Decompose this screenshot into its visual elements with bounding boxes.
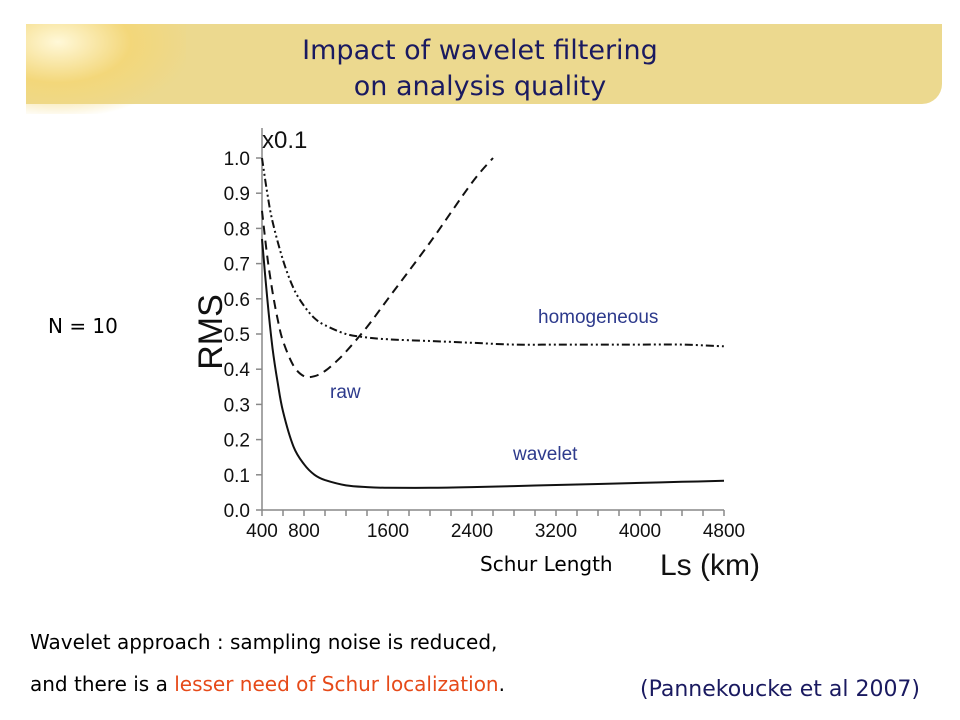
- x-tick-label: 3200: [535, 521, 577, 542]
- footer-line2-start: and there is a: [30, 672, 175, 696]
- x-tick-label: 400: [246, 521, 278, 542]
- y-tick-label: 0.4: [224, 360, 251, 381]
- y-tick-label: 0.6: [224, 290, 250, 311]
- y-tick-label: 0.8: [224, 219, 250, 240]
- series-line-homogeneous: [261, 157, 725, 348]
- slide-title-line1: Impact of wavelet filtering: [302, 35, 658, 66]
- x-tick-label: 800: [288, 521, 320, 542]
- y-tick-label: 0.2: [224, 431, 250, 452]
- footer-line2: and there is a lesser need of Schur loca…: [30, 672, 505, 696]
- title-glow: [26, 24, 186, 114]
- chart-series: [261, 157, 725, 489]
- series-line-wavelet: [261, 238, 725, 489]
- x-tick-label: 1600: [367, 521, 409, 542]
- y-tick-label: 0.0: [224, 501, 250, 522]
- y-multiplier-label: x0.1: [262, 127, 307, 154]
- slide-title-line2: on analysis quality: [353, 71, 607, 102]
- y-tick-label: 0.7: [224, 255, 250, 276]
- footer-line2-highlight: lesser need of Schur localization: [174, 672, 499, 696]
- annotation-raw: raw: [330, 382, 361, 403]
- footer-line1: Wavelet approach : sampling noise is red…: [30, 630, 498, 654]
- chart-axes: 0.0 0.1 0.2 0.3 0.4 0.5 0.6 0.7 0.8 0.9 1.0 400 800 1…: [192, 127, 760, 582]
- annotation-wavelet: wavelet: [512, 444, 578, 465]
- y-tick-label: 1.0: [224, 149, 250, 170]
- xlabel-prefix: Schur Length: [480, 552, 613, 576]
- y-tick-label: 0.3: [224, 395, 250, 416]
- title-banner: [26, 24, 942, 114]
- x-tick-label: 4800: [703, 521, 745, 542]
- citation: (Pannekoucke et al 2007): [640, 677, 921, 702]
- series-line-raw: [261, 157, 494, 379]
- n-label: N = 10: [48, 314, 118, 338]
- y-tick-label: 0.5: [224, 325, 250, 346]
- chart-labels: homogeneous raw wavelet: [330, 307, 658, 465]
- footer-line2-end: .: [498, 672, 505, 696]
- x-axis-title: Ls (km): [660, 549, 760, 582]
- x-tick-label: 4000: [619, 521, 661, 542]
- y-tick-label: 0.1: [224, 466, 250, 487]
- annotation-homogeneous: homogeneous: [538, 307, 658, 328]
- y-tick-label: 0.9: [224, 184, 250, 205]
- x-tick-label: 2400: [451, 521, 493, 542]
- y-axis-title: RMS: [192, 294, 230, 370]
